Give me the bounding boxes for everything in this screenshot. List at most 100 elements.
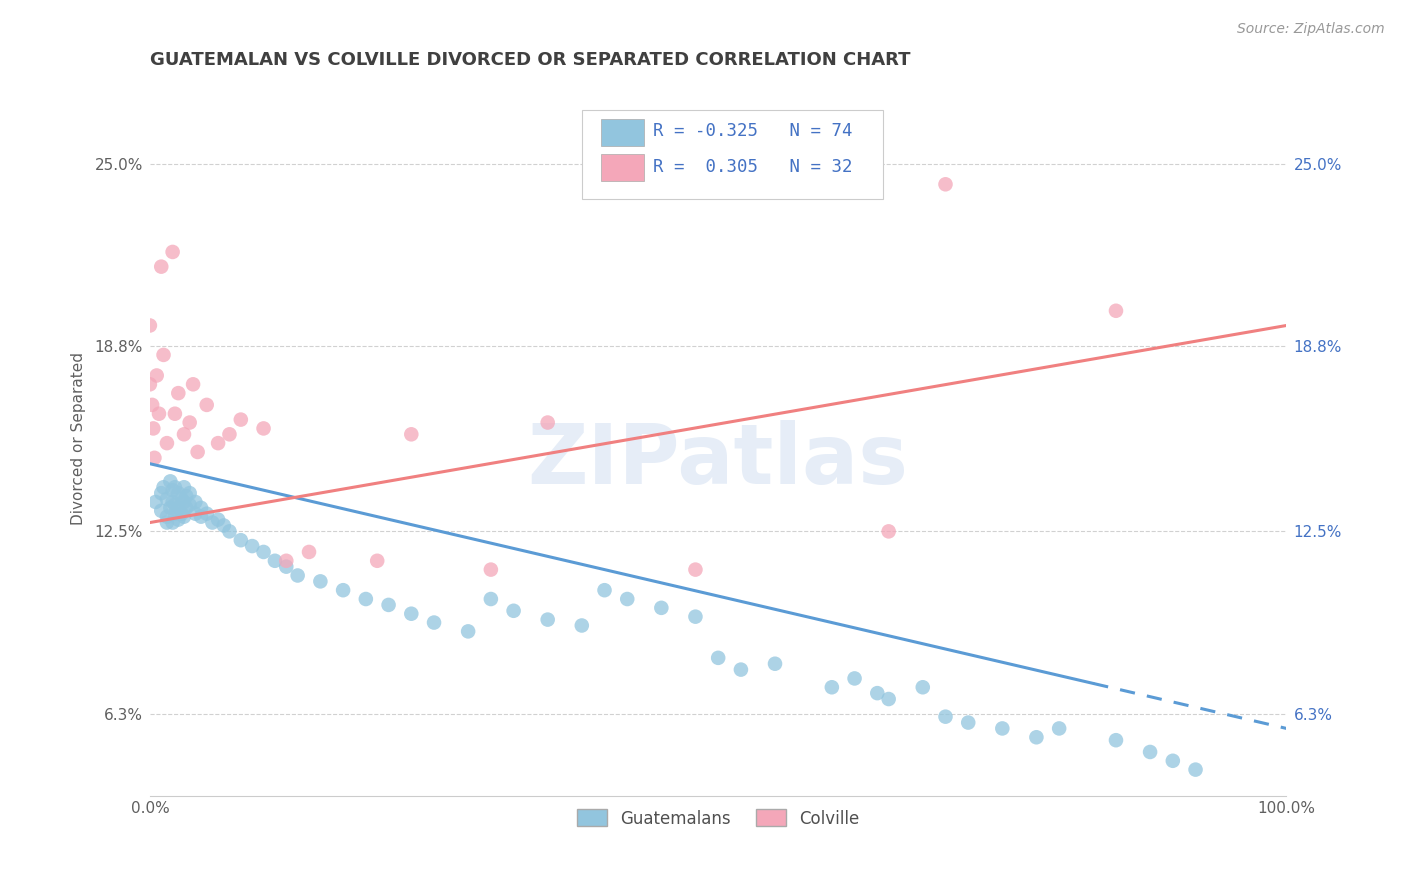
Point <box>252 421 274 435</box>
Point <box>152 480 174 494</box>
Point <box>218 524 240 539</box>
Point <box>218 427 240 442</box>
FancyBboxPatch shape <box>582 110 883 199</box>
Point <box>1184 763 1206 777</box>
Point <box>332 583 354 598</box>
Point <box>821 680 844 694</box>
Point <box>537 613 560 627</box>
Point <box>991 722 1014 736</box>
Point <box>201 516 224 530</box>
Point <box>571 618 593 632</box>
Point <box>287 568 309 582</box>
Point <box>163 507 186 521</box>
Point <box>162 483 184 498</box>
Point <box>162 244 184 259</box>
Point <box>377 598 399 612</box>
Point <box>957 715 980 730</box>
Y-axis label: Divorced or Separated: Divorced or Separated <box>72 352 86 525</box>
Point <box>174 489 197 503</box>
Point <box>401 607 423 621</box>
Point <box>298 545 321 559</box>
Point <box>1105 733 1128 747</box>
Point <box>1139 745 1161 759</box>
Point <box>170 507 193 521</box>
Point <box>844 672 866 686</box>
Point <box>934 178 956 192</box>
Point <box>229 412 252 426</box>
FancyBboxPatch shape <box>602 154 644 181</box>
Point <box>181 377 204 392</box>
Point <box>145 368 167 383</box>
Point <box>366 554 388 568</box>
Point <box>537 416 560 430</box>
Point <box>162 516 184 530</box>
Point <box>150 504 173 518</box>
Point <box>1161 754 1184 768</box>
Point <box>229 533 252 548</box>
Point <box>276 559 298 574</box>
Point <box>173 495 195 509</box>
Point <box>150 260 173 274</box>
Point <box>190 509 212 524</box>
Text: R = -0.325   N = 74: R = -0.325 N = 74 <box>654 122 853 140</box>
Point <box>309 574 332 589</box>
FancyBboxPatch shape <box>602 120 644 146</box>
Point <box>163 407 186 421</box>
Point <box>141 398 163 412</box>
Point <box>207 513 229 527</box>
Point <box>143 450 166 465</box>
Text: R =  0.305   N = 32: R = 0.305 N = 32 <box>654 158 853 176</box>
Point <box>730 663 752 677</box>
Point <box>354 592 377 607</box>
Point <box>212 518 235 533</box>
Point <box>650 600 672 615</box>
Point <box>142 421 165 435</box>
Point <box>167 386 190 401</box>
Point <box>159 475 181 489</box>
Point <box>877 524 900 539</box>
Point <box>1105 303 1128 318</box>
Point <box>479 592 502 607</box>
Point <box>163 480 186 494</box>
Point <box>150 486 173 500</box>
Point <box>173 427 195 442</box>
Legend: Guatemalans, Colville: Guatemalans, Colville <box>571 803 866 834</box>
Point <box>173 509 195 524</box>
Point <box>502 604 524 618</box>
Point <box>195 507 218 521</box>
Point <box>593 583 616 598</box>
Point <box>156 509 179 524</box>
Point <box>184 507 207 521</box>
Point <box>167 486 190 500</box>
Point <box>162 495 184 509</box>
Point <box>173 480 195 494</box>
Point <box>911 680 934 694</box>
Point <box>616 592 638 607</box>
Point <box>457 624 479 639</box>
Point <box>170 491 193 506</box>
Point <box>179 486 201 500</box>
Point <box>156 436 179 450</box>
Point <box>401 427 423 442</box>
Point <box>163 498 186 512</box>
Point <box>685 609 707 624</box>
Point <box>195 398 218 412</box>
Point <box>1047 722 1070 736</box>
Point <box>240 539 263 553</box>
Point <box>187 445 209 459</box>
Point <box>167 500 190 515</box>
Point <box>179 416 201 430</box>
Point <box>184 495 207 509</box>
Text: ZIPatlas: ZIPatlas <box>527 419 908 500</box>
Point <box>152 348 174 362</box>
Point <box>1025 731 1047 745</box>
Point <box>159 500 181 515</box>
Point <box>148 407 170 421</box>
Text: Source: ZipAtlas.com: Source: ZipAtlas.com <box>1237 22 1385 37</box>
Point <box>167 513 190 527</box>
Point <box>207 436 229 450</box>
Point <box>264 554 287 568</box>
Point <box>707 650 730 665</box>
Point <box>685 563 707 577</box>
Point <box>179 498 201 512</box>
